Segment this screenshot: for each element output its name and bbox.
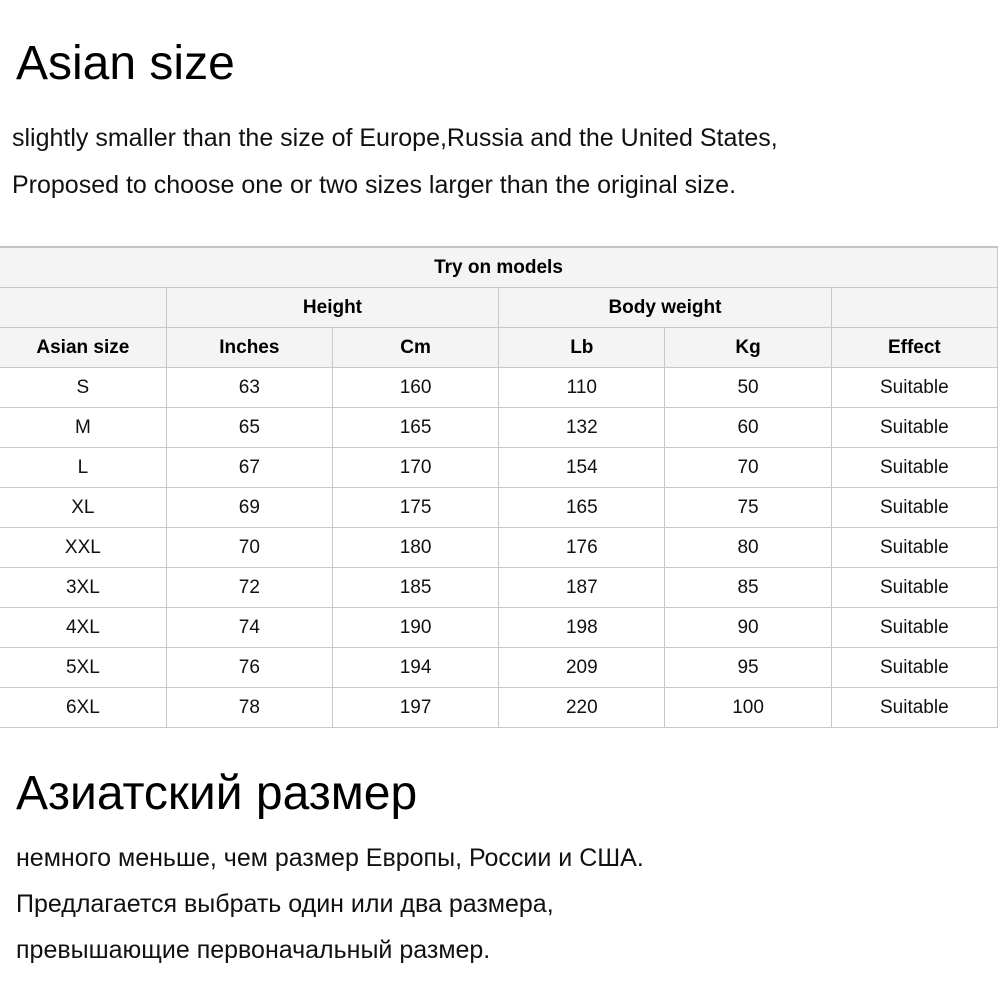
table-cell: 3XL — [0, 567, 167, 608]
table-cell: 76 — [165, 647, 333, 688]
group-header-empty — [0, 287, 167, 328]
table-cell: 154 — [498, 447, 666, 488]
russian-line-1: немного меньше, чем размер Европы, Росси… — [16, 844, 644, 872]
size-chart-table: Try on models Height Body weight Asian s… — [0, 246, 999, 728]
table-cell: 185 — [331, 567, 500, 608]
table-cell: 160 — [331, 367, 500, 408]
caption-row: Try on models — [0, 246, 998, 288]
table-cell: 5XL — [0, 647, 167, 688]
table-row: XL 69 175 165 75 Suitable — [0, 487, 999, 528]
table-cell: 165 — [331, 407, 500, 448]
group-header-empty — [830, 287, 999, 328]
table-cell: 132 — [498, 407, 666, 448]
table-cell: Suitable — [830, 567, 999, 608]
table-cell: 197 — [331, 687, 500, 728]
table-cell: Suitable — [830, 407, 999, 448]
russian-line-2: Предлагается выбрать один или два размер… — [16, 890, 554, 918]
table-cell: 75 — [664, 487, 832, 528]
table-cell: 100 — [664, 687, 832, 728]
russian-line-3: превышающие первоначальный размер. — [16, 936, 491, 964]
table-row: 3XL 72 185 187 85 Suitable — [0, 567, 999, 608]
table-cell: 63 — [165, 367, 333, 408]
table-cell: XL — [0, 487, 167, 528]
table-row: L 67 170 154 70 Suitable — [0, 447, 999, 488]
table-cell: 80 — [664, 527, 832, 568]
description-line-2: Proposed to choose one or two sizes larg… — [12, 171, 737, 199]
table-cell: XXL — [0, 527, 167, 568]
group-header-body-weight: Body weight — [498, 287, 832, 328]
description-line-1: slightly smaller than the size of Europe… — [12, 124, 778, 152]
table-row: XXL 70 180 176 80 Suitable — [0, 527, 999, 568]
table-cell: S — [0, 367, 167, 408]
table-row: 6XL 78 197 220 100 Suitable — [0, 687, 999, 728]
table-cell: Suitable — [830, 687, 999, 728]
table-cell: 69 — [165, 487, 333, 528]
table-row: 5XL 76 194 209 95 Suitable — [0, 647, 999, 688]
table-cell: 70 — [664, 447, 832, 488]
table-cell: 209 — [498, 647, 666, 688]
table-cell: 85 — [664, 567, 832, 608]
table-cell: 180 — [331, 527, 500, 568]
column-header: Effect — [830, 327, 999, 368]
table-cell: 6XL — [0, 687, 167, 728]
table-row: S 63 160 110 50 Suitable — [0, 367, 999, 408]
table-caption: Try on models — [0, 246, 998, 288]
table-cell: 50 — [664, 367, 832, 408]
column-header: Asian size — [0, 327, 167, 368]
column-header: Inches — [165, 327, 333, 368]
page-title: Asian size — [16, 37, 235, 90]
table-row: 4XL 74 190 198 90 Suitable — [0, 607, 999, 648]
table-cell: Suitable — [830, 447, 999, 488]
group-header-row: Height Body weight — [0, 287, 999, 328]
column-header: Cm — [331, 327, 500, 368]
table-cell: M — [0, 407, 167, 448]
table-cell: 176 — [498, 527, 666, 568]
table-cell: Suitable — [830, 527, 999, 568]
russian-title: Азиатский размер — [16, 767, 418, 820]
table-cell: 72 — [165, 567, 333, 608]
table-cell: Suitable — [830, 607, 999, 648]
table-cell: 74 — [165, 607, 333, 648]
table-cell: 60 — [664, 407, 832, 448]
table-cell: 170 — [331, 447, 500, 488]
table-cell: 220 — [498, 687, 666, 728]
table-cell: 95 — [664, 647, 832, 688]
table-cell: 78 — [165, 687, 333, 728]
table-cell: 70 — [165, 527, 333, 568]
table-row: M 65 165 132 60 Suitable — [0, 407, 999, 448]
table-cell: Suitable — [830, 647, 999, 688]
group-header-height: Height — [165, 287, 500, 328]
table-cell: Suitable — [830, 487, 999, 528]
table-cell: 90 — [664, 607, 832, 648]
column-header-row: Asian size Inches Cm Lb Kg Effect — [0, 327, 999, 368]
table-cell: 175 — [331, 487, 500, 528]
table-cell: 198 — [498, 607, 666, 648]
table-cell: 110 — [498, 367, 666, 408]
table-cell: 67 — [165, 447, 333, 488]
table-cell: 4XL — [0, 607, 167, 648]
table-cell: 187 — [498, 567, 666, 608]
table-cell: Suitable — [830, 367, 999, 408]
table-cell: 194 — [331, 647, 500, 688]
table-cell: 165 — [498, 487, 666, 528]
table-cell: 65 — [165, 407, 333, 448]
table-cell: 190 — [331, 607, 500, 648]
column-header: Kg — [664, 327, 832, 368]
table-cell: L — [0, 447, 167, 488]
column-header: Lb — [498, 327, 666, 368]
